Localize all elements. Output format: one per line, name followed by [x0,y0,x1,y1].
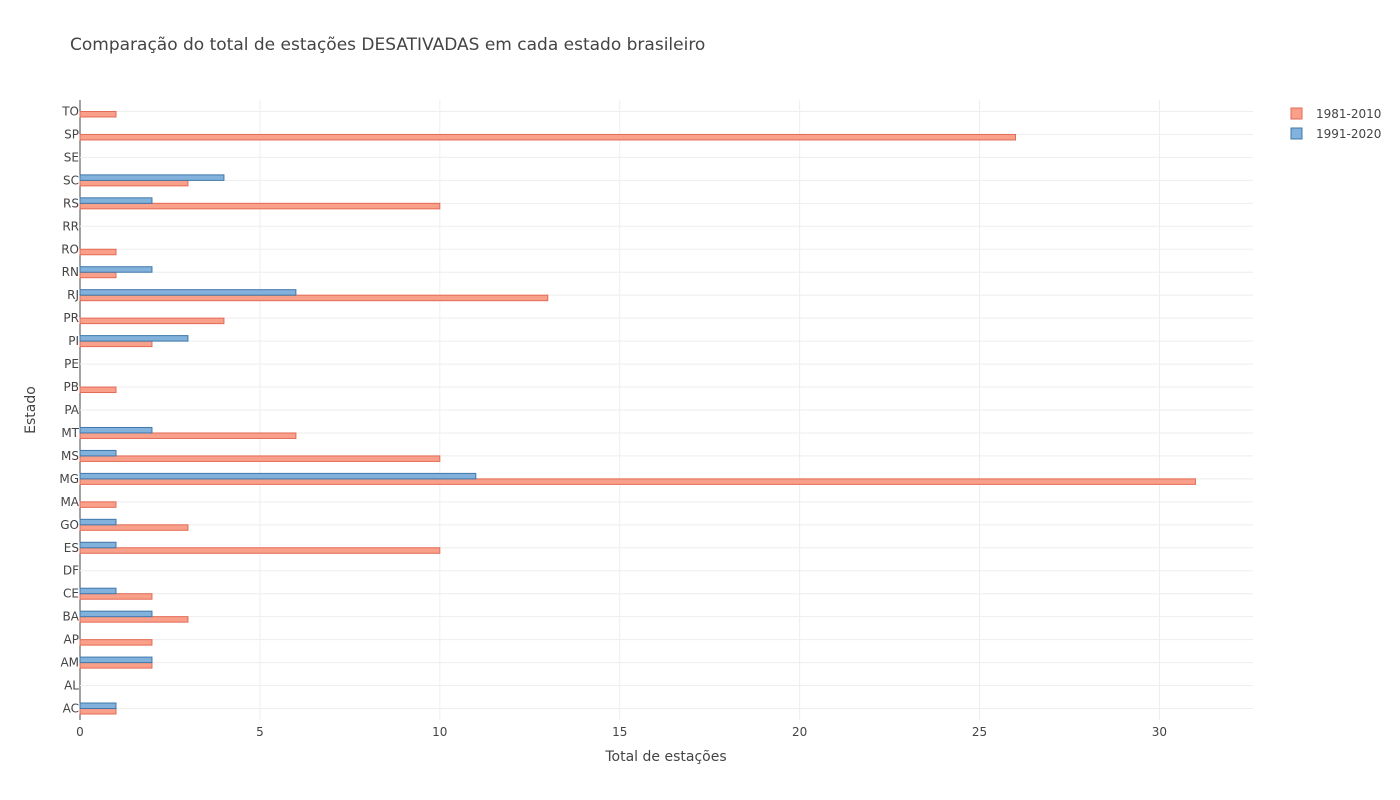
bar-1981-2010-MG [79,478,1196,485]
bar-1991-2020-RJ [79,289,297,296]
x-tick-label: 25 [972,725,987,739]
x-tick-label: 15 [612,725,627,739]
bar-1991-2020-MT [79,426,153,434]
bar-1991-2020-MS [79,449,117,457]
x-axis-title: Total de estações [604,749,726,765]
y-tick-label: PI [68,334,79,348]
bar-1991-2020-BA [79,610,153,618]
bar-1981-2010-RJ [79,294,549,302]
x-tick-label: 10 [432,725,447,739]
x-tick-label: 30 [1152,725,1167,739]
bar-1981-2010-RN [79,271,117,279]
y-tick-label: CE [63,587,79,601]
y-tick-label: TO [61,104,79,118]
bars [79,110,1196,715]
y-axis-ticks: AC AL AM AP BA CE DF ES GO MA MG MS MT PA PB PE PI PR RJ RN… [59,104,79,715]
y-axis-title: Estado [23,386,39,434]
bar-1991-2020-PI [79,335,189,342]
chart-title: Comparação do total de estações DESATIVA… [70,35,705,55]
bar-1981-2010-TO [79,110,117,118]
x-tick-label: 20 [792,725,807,739]
bar-1991-2020-RN [79,266,153,273]
bar-1981-2010-BA [79,616,189,623]
y-tick-label: AM [60,656,79,670]
bar-1981-2010-AM [79,662,153,669]
y-tick-label: PE [64,357,79,371]
y-tick-label: RN [62,265,79,279]
bar-1981-2010-SP [79,133,1017,141]
bar-1981-2010-PI [79,340,153,348]
bar-1981-2010-RS [79,202,441,210]
bar-1981-2010-PB [79,386,117,394]
y-tick-label: MT [61,426,79,440]
y-tick-label: BA [63,610,80,624]
bar-1981-2010-AC [79,708,117,715]
y-tick-label: PA [64,403,79,417]
y-tick-label: DF [63,564,79,578]
bar-1991-2020-ES [79,541,117,549]
y-tick-label: AC [63,702,79,716]
x-tick-label: 5 [256,725,264,739]
legend-swatch[interactable] [1290,127,1303,140]
bar-1981-2010-SC [79,179,189,187]
y-tick-label: GO [60,518,79,532]
bar-1981-2010-ES [79,547,441,554]
y-tick-label: RO [61,242,79,256]
grid [79,100,1253,720]
y-tick-label: PB [64,380,79,394]
bar-1981-2010-GO [79,524,189,531]
legend-swatch[interactable] [1290,107,1303,120]
y-tick-label: RJ [67,288,79,302]
y-tick-label: MA [60,495,79,509]
y-tick-label: AL [64,679,79,693]
y-tick-label: SE [64,150,79,164]
y-tick-label: AP [64,633,79,647]
bar-1981-2010-MA [79,501,117,508]
bar-1981-2010-PR [79,317,225,325]
legend[interactable]: 1981-2010 1991-2020 [1290,107,1381,141]
bar-1991-2020-CE [79,587,117,595]
y-tick-label: MS [61,449,79,463]
y-tick-label: RS [63,196,79,210]
bar-1991-2020-RS [79,197,153,204]
legend-label[interactable]: 1981-2010 [1316,107,1381,121]
y-tick-label: ES [64,541,79,555]
x-tick-label: 0 [76,725,84,739]
bar-1991-2020-MG [79,472,477,480]
bar-1981-2010-AP [79,639,153,646]
bar-1991-2020-AM [79,656,153,664]
y-tick-label: SP [64,127,79,141]
bar-1981-2010-MT [79,432,297,439]
bar-1991-2020-SC [79,174,225,181]
y-tick-label: RR [62,219,79,233]
legend-label[interactable]: 1991-2020 [1316,127,1381,141]
bar-1991-2020-AC [79,702,117,710]
y-tick-label: SC [63,173,79,187]
y-tick-label: PR [63,311,79,325]
bar-1981-2010-MS [79,455,441,462]
y-tick-label: MG [59,472,79,486]
x-axis-ticks: 0 5 10 15 20 25 30 [76,725,1167,739]
bar-1991-2020-GO [79,518,117,526]
bar-1981-2010-CE [79,593,153,600]
bar-1981-2010-RO [79,248,117,256]
